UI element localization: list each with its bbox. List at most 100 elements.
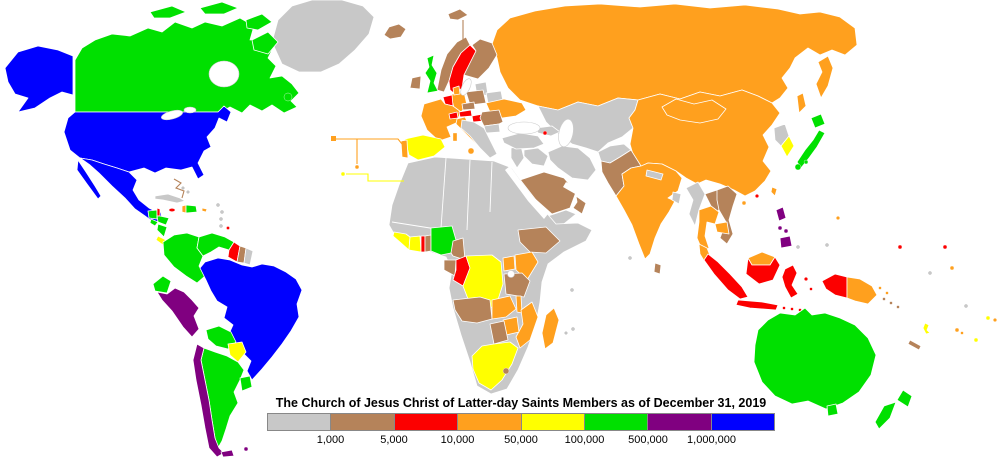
country-united-kingdom — [424, 54, 439, 94]
country-chile-tierra-del-fuego — [220, 449, 235, 458]
country-spain — [404, 134, 446, 161]
country-china-hainan — [741, 200, 747, 206]
country-canada-baffin — [251, 31, 279, 55]
country-south-africa — [471, 341, 519, 391]
country-solomon-islands — [896, 305, 900, 309]
country-marshall-islands — [897, 244, 903, 250]
azores-leader-line — [333, 138, 403, 145]
legend-swatch-100000-500000 — [584, 414, 649, 430]
country-switzerland — [448, 111, 459, 120]
country-togo — [420, 235, 426, 253]
country-vietnam — [716, 185, 738, 245]
country-peru — [156, 287, 200, 338]
country-lesotho — [502, 367, 510, 375]
country-maldives — [628, 256, 632, 260]
country-brazil — [199, 257, 303, 381]
legend-swatch-500000-1000000 — [648, 414, 712, 430]
country-indonesia-island — [790, 307, 794, 311]
country-guatemala — [147, 209, 158, 220]
country-svalbard — [447, 8, 469, 21]
caribbean-island — [219, 217, 223, 221]
country-ethiopia — [517, 226, 561, 254]
legend-boundary-label: 50,000 — [504, 434, 538, 446]
legend-boundary-label: 10,000 — [440, 434, 475, 446]
country-jamaica — [168, 208, 176, 212]
country-falkland-islands — [243, 446, 249, 452]
country-haiti — [181, 204, 187, 214]
country-japan-kyushu — [794, 163, 802, 171]
country-canada-arctic-island — [199, 1, 239, 15]
country-papua-new-guinea — [846, 276, 878, 305]
country-japan-hokkaido — [810, 113, 826, 129]
country-australia-tasmania — [826, 403, 839, 417]
country-samoa — [985, 315, 991, 321]
country-png-island — [878, 286, 882, 290]
pacific-island — [825, 243, 829, 247]
country-zambia — [491, 295, 517, 320]
country-portugal — [400, 139, 409, 159]
country-australia — [753, 307, 877, 410]
legend-title: The Church of Jesus Christ of Latter-day… — [275, 396, 767, 410]
country-bahamas — [186, 190, 190, 194]
legend-boundary-label: 500,000 — [628, 434, 668, 446]
country-solomon-islands — [889, 301, 893, 305]
country-bahamas — [181, 186, 185, 190]
country-russia-sakhalin — [796, 92, 807, 114]
country-bulgaria — [483, 123, 501, 134]
country-guam — [836, 216, 840, 220]
country-france — [420, 98, 462, 142]
caribbean-leader-line — [173, 178, 185, 199]
country-canada-newfoundland — [283, 92, 293, 102]
country-ecuador — [152, 275, 172, 294]
legend-swatch-10000-50000 — [458, 414, 522, 430]
country-vanuatu — [922, 322, 931, 335]
hudson-bay — [208, 60, 240, 88]
indian-ocean-island — [564, 331, 568, 335]
lake-victoria — [507, 270, 515, 278]
country-ireland — [409, 75, 422, 90]
pacific-island — [993, 318, 997, 322]
country-romania — [479, 109, 504, 127]
country-mozambique — [515, 301, 539, 349]
caribbean-island — [226, 226, 230, 230]
country-mongolia — [661, 98, 727, 124]
country-philippines-luzon — [775, 206, 787, 222]
country-czechia — [461, 101, 476, 111]
country-fiji — [960, 331, 964, 335]
baltic-sea — [460, 78, 472, 96]
country-india — [615, 162, 683, 260]
country-border-line — [440, 157, 447, 229]
country-usa — [63, 105, 232, 180]
country-cuba — [154, 193, 186, 204]
caribbean-island — [216, 203, 220, 207]
country-new-caledonia — [907, 339, 922, 351]
country-philippines-island — [777, 225, 783, 231]
country-hong-kong — [755, 194, 759, 198]
country-colombia — [162, 232, 206, 284]
country-palau — [796, 245, 800, 249]
country-venezuela — [196, 232, 235, 257]
country-kiribati — [942, 244, 948, 250]
country-italy-sardinia — [452, 132, 458, 142]
country-balkans — [460, 119, 498, 159]
country-iran — [547, 145, 597, 181]
country-cameroon — [450, 237, 466, 261]
legend-boundary-label: 1,000,000 — [687, 434, 736, 446]
country-botswana — [489, 320, 509, 345]
country-ghana — [408, 235, 422, 253]
pacific-island — [964, 304, 968, 308]
country-usa-alaska — [4, 45, 74, 113]
country-el-salvador — [149, 218, 159, 227]
country-nicaragua — [156, 223, 168, 238]
country-thailand — [696, 205, 720, 253]
country-border-line — [466, 159, 471, 231]
country-paraguay — [227, 341, 247, 363]
country-philippines-mindanao — [779, 235, 793, 249]
legend-swatch-5000-10000 — [394, 414, 459, 430]
country-tonga — [973, 337, 979, 343]
country-russia-kamchatka — [815, 55, 834, 99]
legend-swatch-over-1000000 — [711, 414, 774, 430]
country-iraq — [523, 147, 549, 167]
country-uruguay — [239, 375, 253, 392]
country-cote-divoire — [392, 231, 411, 251]
